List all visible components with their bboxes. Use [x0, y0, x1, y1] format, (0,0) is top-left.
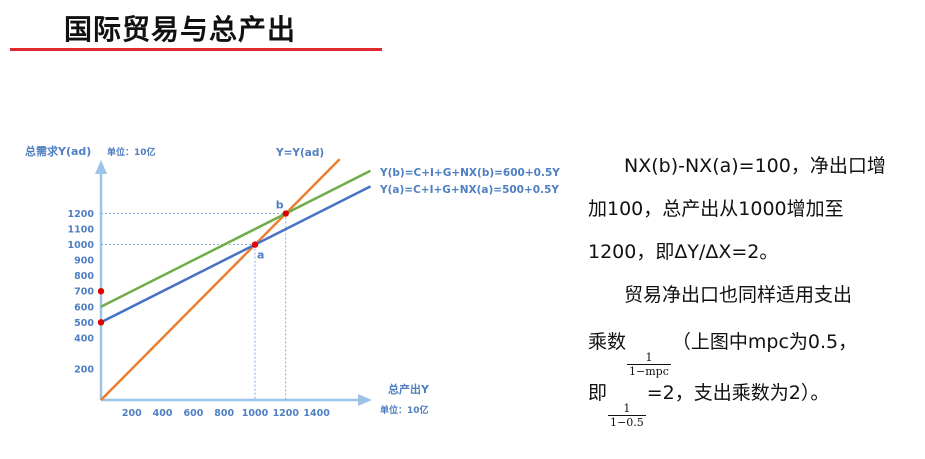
explanation-line-5: 乘数 1 1−mpc （上图中mpc为0.5， [588, 321, 918, 378]
series-label-1: Y=Y(ad) [275, 147, 324, 159]
data-point-1 [251, 241, 259, 248]
title-underline [10, 48, 382, 51]
x-tick-label: 600 [183, 408, 203, 419]
multiplier-fraction: 1 1−mpc [627, 351, 671, 379]
y-axis-unit: 单位：10亿 [107, 146, 156, 158]
equals-prefix: 即 [588, 382, 608, 404]
fraction-denominator: 1−mpc [627, 364, 671, 378]
series-label-3: Y(a)=C+I+G+NX(a)=500+0.5Y [379, 184, 559, 196]
y-tick-label: 900 [74, 256, 94, 267]
x-axis-unit: 单位：10亿 [380, 404, 429, 416]
x-tick-label: 800 [214, 408, 234, 419]
data-point-3 [97, 319, 105, 326]
explanation-line-6: 即 1 1−0.5 =2，支出乘数为2）。 [588, 372, 918, 429]
multiplier-label: 乘数 [588, 331, 627, 353]
series-line-1 [100, 158, 341, 401]
x-axis-label: 总产出Y [388, 382, 430, 396]
x-tick-label: 1400 [303, 408, 330, 419]
multiplier-value-fraction: 1 1−0.5 [608, 402, 646, 430]
fraction-numerator: 1 [623, 402, 631, 415]
explanation-line-4: 贸易净出口也同样适用支出 [624, 284, 853, 306]
point-label-a: a [257, 249, 264, 262]
point-label-b: b [276, 199, 284, 212]
y-axis-arrow [95, 160, 107, 174]
y-tick-label: 1100 [68, 225, 95, 236]
y-tick-label: 1200 [68, 209, 95, 220]
data-point-4 [97, 288, 105, 295]
fraction-denominator: 1−0.5 [608, 415, 646, 429]
data-point-2 [282, 210, 289, 217]
y-tick-label: 600 [74, 302, 94, 313]
slide-title: 国际贸易与总产出 [64, 13, 297, 46]
title-block: 国际贸易与总产出 [0, 0, 925, 60]
series-label-2: Y(b)=C+I+G+NX(b)=600+0.5Y [379, 167, 560, 179]
series-line-3 [100, 185, 372, 324]
y-tick-label: 200 [74, 364, 94, 375]
fraction-numerator: 1 [645, 351, 653, 364]
y-axis-label: 总需求Y(ad) [25, 144, 91, 158]
y-tick-label: 1000 [68, 240, 95, 251]
y-tick-label: 400 [74, 333, 94, 344]
series-line-2 [100, 169, 372, 308]
x-tick-label: 1200 [273, 408, 300, 419]
y-tick-label: 800 [74, 271, 94, 282]
explanation-text: NX(b)-NX(a)=100，净出口增 加100，总产出从1000增加至 12… [588, 145, 918, 429]
mpc-note: （上图中mpc为0.5， [671, 331, 858, 353]
y-tick-label: 700 [74, 287, 94, 298]
y-tick-label: 500 [74, 318, 94, 329]
x-tick-label: 1000 [242, 408, 269, 419]
explanation-line-2: 加100，总产出从1000增加至 [588, 198, 844, 220]
x-tick-label: 200 [122, 408, 142, 419]
x-tick-label: 400 [153, 408, 173, 419]
multiplier-result: =2，支出乘数为2）。 [646, 382, 830, 404]
explanation-line-3: 1200，即ΔY/ΔX=2。 [588, 241, 779, 263]
x-axis-arrow [358, 394, 372, 406]
explanation-line-1: NX(b)-NX(a)=100，净出口增 [624, 155, 886, 177]
